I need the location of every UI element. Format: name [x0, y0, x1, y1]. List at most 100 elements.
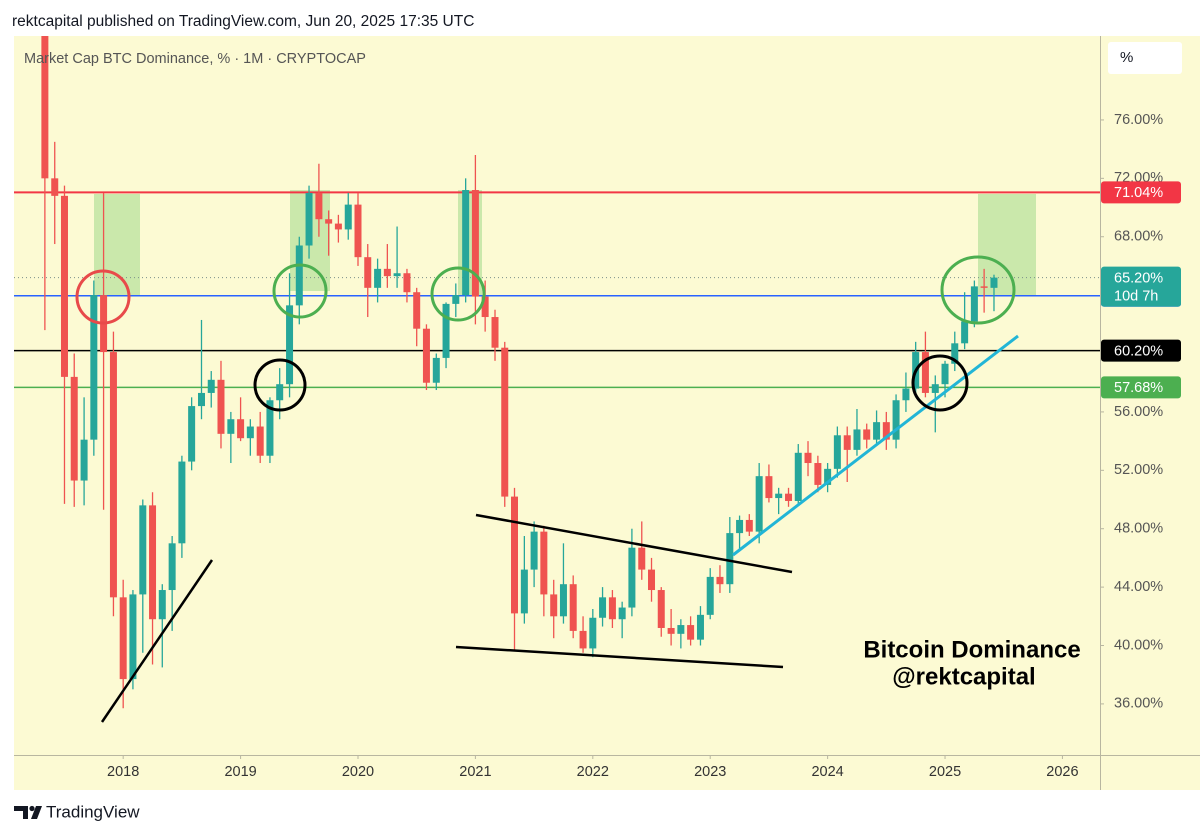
candle-body	[745, 519, 753, 532]
candle-body	[354, 204, 362, 258]
candle-body	[882, 422, 890, 440]
candle-body	[667, 627, 675, 634]
annotation: @rektcapital	[892, 663, 1035, 690]
last-price-box	[1101, 266, 1181, 307]
candle-body	[931, 384, 939, 393]
circle-marker	[430, 266, 486, 322]
y-tick-label: 76.00%	[1114, 112, 1163, 128]
candle-body	[334, 223, 342, 230]
candle-body	[921, 352, 929, 393]
drawings	[75, 255, 1019, 723]
candle-body	[305, 192, 313, 246]
y-tick-label: 68.00%	[1114, 229, 1163, 245]
candle-body	[129, 594, 137, 680]
candle-body	[462, 190, 470, 296]
zone	[94, 194, 140, 295]
candle-body	[139, 505, 147, 595]
candle-body	[119, 597, 127, 680]
x-tick-label: 2025	[929, 764, 961, 780]
circle-marker	[911, 354, 969, 412]
candle-body	[510, 496, 518, 614]
candle-body	[892, 400, 900, 440]
circle-marker	[253, 358, 307, 412]
candle-body	[90, 295, 98, 440]
x-tick-label: 2024	[811, 764, 843, 780]
candle-body	[804, 452, 812, 464]
last-price-label: 65.20%	[1114, 270, 1163, 286]
level-price-box	[1101, 376, 1181, 399]
candle-body	[775, 493, 783, 499]
zone	[978, 194, 1036, 295]
trend-line	[100, 559, 214, 723]
y-tick-label: 44.00%	[1114, 579, 1163, 595]
footer-logo	[14, 805, 42, 819]
candle-body	[980, 286, 988, 288]
candle-body	[60, 195, 68, 377]
level-price-box	[1101, 339, 1181, 362]
candle-body	[941, 363, 949, 385]
candle-body	[432, 357, 440, 383]
candle-body	[628, 547, 636, 608]
candle-body	[755, 476, 763, 532]
candle-body	[569, 584, 577, 631]
candle-body	[452, 295, 460, 304]
logo-mark	[14, 806, 28, 819]
candle-body	[295, 245, 303, 306]
candle-body	[648, 569, 656, 591]
candle-body	[471, 190, 479, 297]
candle-body	[51, 178, 59, 196]
candle-body	[286, 305, 294, 385]
candle-body	[657, 590, 665, 628]
candle-body	[785, 493, 793, 501]
candle-body	[188, 406, 196, 462]
y-tick-label: 36.00%	[1114, 696, 1163, 712]
candle-body	[501, 347, 509, 497]
circle-marker	[75, 269, 131, 325]
candle-body	[638, 547, 646, 570]
unit-button-label[interactable]: %	[1120, 49, 1133, 66]
candle-body	[608, 597, 616, 620]
candle-body	[491, 317, 499, 348]
y-tick-label: 40.00%	[1114, 637, 1163, 653]
candle-body	[393, 273, 401, 277]
x-tick-label: 2020	[342, 764, 374, 780]
level-price-label: 71.04%	[1114, 185, 1163, 201]
candle-body	[530, 531, 538, 570]
candle-body	[550, 594, 558, 617]
candle-body	[843, 435, 851, 450]
trend-line	[475, 513, 793, 574]
level-price-label: 57.68%	[1114, 380, 1163, 396]
candle-body	[873, 422, 881, 440]
candle-body	[706, 576, 714, 615]
level-price-box	[1101, 181, 1181, 204]
candle-body	[814, 463, 822, 485]
candle-body	[716, 576, 724, 585]
x-tick-label: 2019	[224, 764, 256, 780]
x-tick-label: 2022	[577, 764, 609, 780]
candle-body	[256, 426, 264, 456]
candle-body	[276, 384, 284, 401]
candle-body	[80, 439, 88, 481]
candle-body	[41, 36, 49, 179]
candle-body	[413, 292, 421, 329]
candle-body	[618, 607, 626, 620]
unit-button[interactable]	[1108, 42, 1182, 74]
candle-body	[970, 286, 978, 322]
candle-body	[687, 625, 695, 640]
candle-body	[833, 435, 841, 469]
chart-background	[14, 36, 1200, 790]
candle-body	[442, 303, 450, 358]
countdown-label: 10d 7h	[1114, 288, 1158, 304]
candle-body	[559, 584, 567, 617]
x-tick-label: 2026	[1046, 764, 1078, 780]
x-tick-label: 2021	[459, 764, 491, 780]
candle-body	[158, 590, 166, 620]
candle-body	[197, 392, 205, 407]
candle-body	[736, 519, 744, 534]
candle-body	[726, 533, 734, 585]
candle-body	[70, 376, 78, 481]
candle-body	[951, 343, 959, 364]
candle-body	[266, 400, 274, 456]
logo-mark	[29, 805, 35, 812]
